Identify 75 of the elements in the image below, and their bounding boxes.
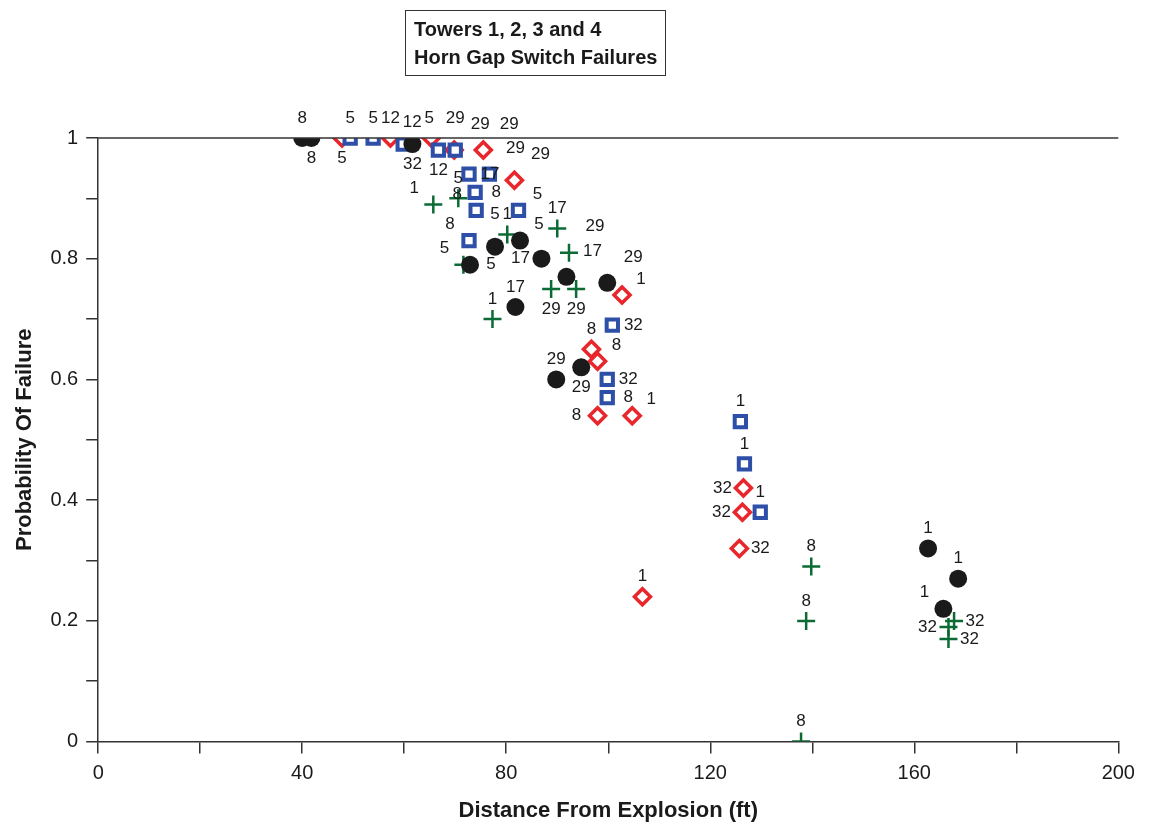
x-tick-label: 80 (495, 761, 518, 784)
annotation: 17 (547, 198, 567, 218)
x-tick-label: 40 (291, 761, 314, 784)
annotation: 17 (582, 240, 602, 260)
annotation: 29 (505, 137, 525, 157)
y-tick-label: 0.2 (50, 608, 79, 631)
annotation: 29 (623, 246, 643, 266)
annotation: 32 (618, 369, 638, 389)
annotation: 1 (646, 389, 656, 409)
annotation: 8 (623, 387, 633, 407)
annotation: 8 (297, 107, 307, 127)
y-tick-label: 1 (67, 125, 79, 148)
annotation: 8 (586, 318, 597, 338)
annotation: 5 (337, 147, 347, 167)
annotation: 29 (470, 113, 490, 133)
annotation: 17 (510, 248, 530, 268)
y-tick-label: 0.6 (50, 366, 79, 389)
annotation: 29 (566, 298, 586, 318)
y-axis-title: Probability Of Failure (11, 328, 37, 552)
annotation: 8 (306, 147, 317, 167)
annotation: 5 (534, 214, 544, 234)
annotation: 8 (801, 590, 811, 610)
annotation: 1 (409, 178, 420, 198)
x-tick-label: 120 (693, 761, 727, 784)
annotation: 29 (571, 377, 591, 397)
annotation: 12 (381, 107, 400, 127)
annotation: 29 (445, 107, 465, 127)
annotation: 32 (712, 477, 732, 497)
annotation: 8 (445, 214, 455, 234)
x-tick-label: 200 (1101, 761, 1135, 784)
annotation: 12 (428, 159, 448, 179)
annotation: 8 (806, 536, 816, 556)
annotation: 17 (505, 276, 525, 296)
annotation: 5 (490, 204, 500, 224)
annotation: 32 (965, 610, 985, 630)
annotation: 5 (532, 184, 543, 204)
annotation: 1 (755, 481, 765, 501)
annotation: 1 (923, 518, 933, 538)
annotation: 1 (502, 204, 512, 224)
annotation: 1 (919, 582, 930, 602)
y-tick-label: 0.4 (50, 487, 79, 510)
annotation: 1 (953, 548, 963, 568)
annotation: 5 (368, 107, 378, 127)
annotation: 5 (453, 168, 464, 188)
annotation: 32 (623, 314, 643, 334)
x-tick-label: 0 (92, 761, 104, 784)
annotation: 29 (541, 298, 561, 318)
annotation: 1 (739, 433, 750, 453)
annotation: 1 (636, 268, 646, 288)
annotation: 12 (402, 111, 422, 131)
annotation: 32 (402, 153, 422, 173)
annotation: 5 (486, 254, 496, 274)
annotation: 32 (711, 501, 731, 521)
annotation: 29 (499, 113, 519, 133)
annotation: 8 (796, 711, 806, 731)
annotation: 8 (491, 182, 501, 202)
annotation: 32 (960, 628, 979, 648)
annotation: 8 (571, 405, 582, 425)
annotation: 29 (530, 143, 550, 163)
x-tick-label: 160 (897, 761, 931, 784)
annotation: 32 (750, 538, 770, 558)
annotation: 5 (424, 107, 434, 127)
x-axis-title: Distance From Explosion (ft) (458, 796, 758, 822)
annotation: 8 (611, 335, 622, 355)
annotation: 32 (918, 616, 937, 636)
annotation: 1 (637, 566, 648, 586)
annotation: 5 (345, 107, 355, 127)
annotation: 29 (546, 349, 566, 369)
annotation: 1 (735, 391, 746, 411)
annotation: 29 (585, 216, 605, 236)
chart-title: Towers 1, 2, 3 and 4 Horn Gap Switch Failures (405, 10, 667, 76)
y-tick-label: 0.8 (50, 246, 79, 269)
y-tick-label: 0 (67, 729, 79, 752)
annotation: 1 (487, 288, 498, 308)
annotation: 5 (439, 238, 450, 258)
